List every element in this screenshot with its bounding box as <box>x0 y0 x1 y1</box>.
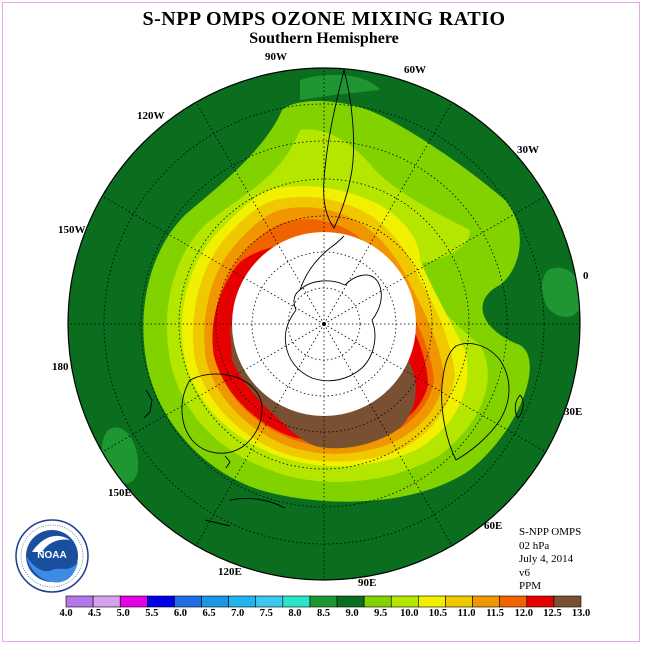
map-disk-border <box>67 67 581 581</box>
map-title: S-NPP OMPS OZONE MIXING RATIO <box>142 8 506 30</box>
info-date: July 4, 2014 <box>519 553 574 565</box>
lon-label-90e: 90E <box>358 577 377 589</box>
colorbar-tick-label: 10.0 <box>400 608 419 619</box>
coastlines <box>143 69 524 527</box>
colorbar-swatch <box>363 595 392 608</box>
new-zealand-coast <box>143 389 153 419</box>
colorbar-tick-label: 11.0 <box>457 608 476 619</box>
colorbar-tick-label: 12.0 <box>514 608 533 619</box>
info-level: 02 hPa <box>519 539 550 552</box>
colorbar-swatch <box>553 595 582 608</box>
colorbar-swatch <box>472 595 500 608</box>
colorbar-swatch <box>336 595 365 608</box>
lon-label-90w: 90W <box>265 51 287 63</box>
lon-label-120e: 120E <box>218 566 242 578</box>
colorbar-swatch <box>282 595 311 608</box>
tasmania-coast <box>224 455 231 469</box>
colorbar-swatch <box>526 595 555 608</box>
indonesia-coast <box>204 497 286 527</box>
colorbar-swatch <box>309 595 338 608</box>
africa-coast <box>441 343 510 461</box>
colorbar-tick-label: 4.0 <box>59 608 73 619</box>
south-pole-marker <box>322 322 326 326</box>
lon-label-60e: 60E <box>484 520 503 532</box>
colorbar-swatch <box>499 595 528 608</box>
noaa-logo-text: NOAA <box>37 550 66 561</box>
lon-label-180: 180 <box>52 361 69 373</box>
lon-label-150e: 150E <box>108 487 132 499</box>
lon-label-30e: 30E <box>564 406 583 418</box>
colorbar-swatch <box>65 595 94 608</box>
colorbar-tick-label: 9.5 <box>374 608 388 619</box>
colorbar-swatch <box>201 595 229 608</box>
colorbar-tick-label: 4.5 <box>88 608 102 619</box>
lon-label-60w: 60W <box>404 64 426 76</box>
info-block: S-NPP OMPS 02 hPa July 4, 2014 v6 PPM <box>519 526 581 594</box>
colorbar-tick-label: 7.5 <box>259 608 273 619</box>
colorbar-swatch <box>228 595 257 608</box>
colorbar-tick-label: 7.0 <box>231 608 245 619</box>
info-instrument: S-NPP OMPS <box>519 526 582 538</box>
lon-label-120w: 120W <box>137 110 165 122</box>
lon-label-150w: 150W <box>58 224 86 236</box>
ozone-lobe-east <box>542 267 580 317</box>
colorbar-tick-label: 8.0 <box>288 608 302 619</box>
colorbar-swatch <box>174 595 202 608</box>
colorbar-swatch <box>119 595 148 608</box>
colorbar-swatch <box>445 595 473 608</box>
colorbar-swatch <box>147 595 175 608</box>
lon-label-30w: 30W <box>517 144 539 156</box>
colorbar-tick-label: 6.5 <box>202 608 216 619</box>
colorbar-swatch <box>255 595 284 608</box>
lon-label-0: 0 <box>583 270 589 282</box>
info-version: v6 <box>519 566 530 579</box>
antarctic-peninsula <box>299 235 345 291</box>
colorbar-swatch <box>390 595 419 608</box>
colorbar-tick-label: 13.0 <box>571 608 591 619</box>
madagascar-coast <box>514 394 524 419</box>
info-units: PPM <box>519 580 542 592</box>
colorbar-tick-label: 12.5 <box>543 608 562 619</box>
colorbar-tick-label: 11.5 <box>486 608 505 619</box>
colorbar-tick-label: 9.0 <box>345 608 359 619</box>
colorbar-tick-label: 5.0 <box>116 608 130 619</box>
map-subtitle: Southern Hemisphere <box>249 30 399 47</box>
australia-coast <box>181 373 263 454</box>
colorbar-tick-label: 5.5 <box>145 608 159 619</box>
colorbar-tick-label: 6.0 <box>173 608 187 619</box>
colorbar-swatch <box>92 595 121 608</box>
graticule <box>68 68 580 580</box>
colorbar-swatch <box>418 595 446 608</box>
antarctica-coastline <box>284 274 382 382</box>
colorbar-tick-label: 10.5 <box>428 608 448 619</box>
page-frame <box>2 2 640 642</box>
noaa-logo: NOAA <box>15 519 89 593</box>
colorbar-tick-label: 8.5 <box>316 608 331 619</box>
south-america-coast <box>323 69 355 229</box>
